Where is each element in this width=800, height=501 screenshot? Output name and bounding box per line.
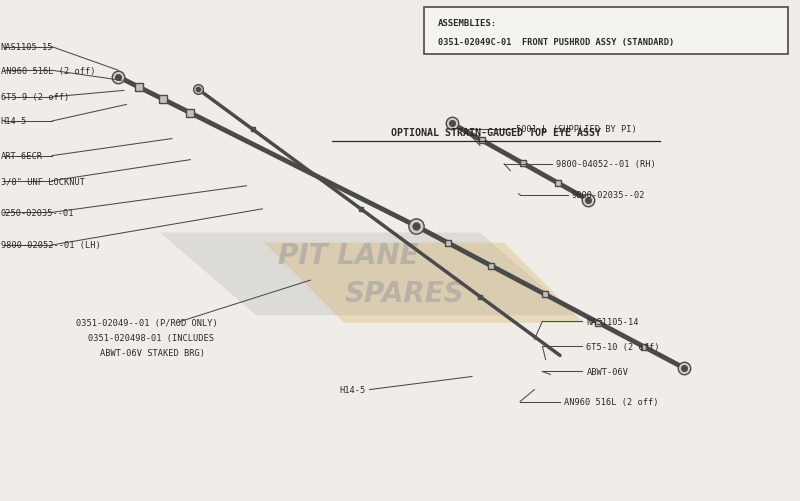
Text: ABWT-06V STAKED BRG): ABWT-06V STAKED BRG)	[100, 349, 205, 358]
Text: OPTIONAL STRAIN-GAUGED TOP EYE ASSY: OPTIONAL STRAIN-GAUGED TOP EYE ASSY	[391, 127, 601, 137]
Text: 6T5-10 (2 off): 6T5-10 (2 off)	[586, 342, 660, 351]
Text: 9800-04052--01 (RH): 9800-04052--01 (RH)	[556, 160, 656, 169]
Text: H14-5: H14-5	[339, 385, 366, 394]
Text: SPARES: SPARES	[344, 279, 464, 307]
Text: AN960 516L (2 off): AN960 516L (2 off)	[564, 397, 658, 406]
Text: 0250-02035--01: 0250-02035--01	[1, 208, 74, 217]
Text: PIT LANE: PIT LANE	[278, 241, 418, 270]
FancyBboxPatch shape	[424, 8, 788, 55]
Text: 6T5-9 (2 off): 6T5-9 (2 off)	[1, 93, 69, 102]
Text: 0351-020498-01 (INCLUDES: 0351-020498-01 (INCLUDES	[88, 334, 214, 343]
Polygon shape	[160, 233, 576, 316]
Text: 3/8" UNF LOCKNUT: 3/8" UNF LOCKNUT	[1, 177, 85, 186]
Text: 0351-02049C-01  FRONT PUSHROD ASSY (STANDARD): 0351-02049C-01 FRONT PUSHROD ASSY (STAND…	[438, 38, 674, 47]
Text: AN960 516L (2 off): AN960 516L (2 off)	[1, 67, 95, 76]
Text: H14-5: H14-5	[1, 117, 27, 126]
Text: ASSEMBLIES:: ASSEMBLIES:	[438, 19, 497, 28]
Text: 9800-02035--02: 9800-02035--02	[572, 191, 646, 200]
Text: 0351-02049--01 (P/ROD ONLY): 0351-02049--01 (P/ROD ONLY)	[76, 319, 218, 328]
Polygon shape	[264, 243, 584, 323]
Text: ABWT-06V: ABWT-06V	[586, 367, 629, 376]
Text: 9800-02052--01 (LH): 9800-02052--01 (LH)	[1, 241, 101, 250]
Text: NAS1105-15: NAS1105-15	[1, 43, 54, 52]
Text: NAS1105-14: NAS1105-14	[586, 317, 639, 326]
Text: ART-6ECR: ART-6ECR	[1, 152, 43, 161]
Text: 5001-L (SUPPLIED BY PI): 5001-L (SUPPLIED BY PI)	[516, 125, 637, 134]
